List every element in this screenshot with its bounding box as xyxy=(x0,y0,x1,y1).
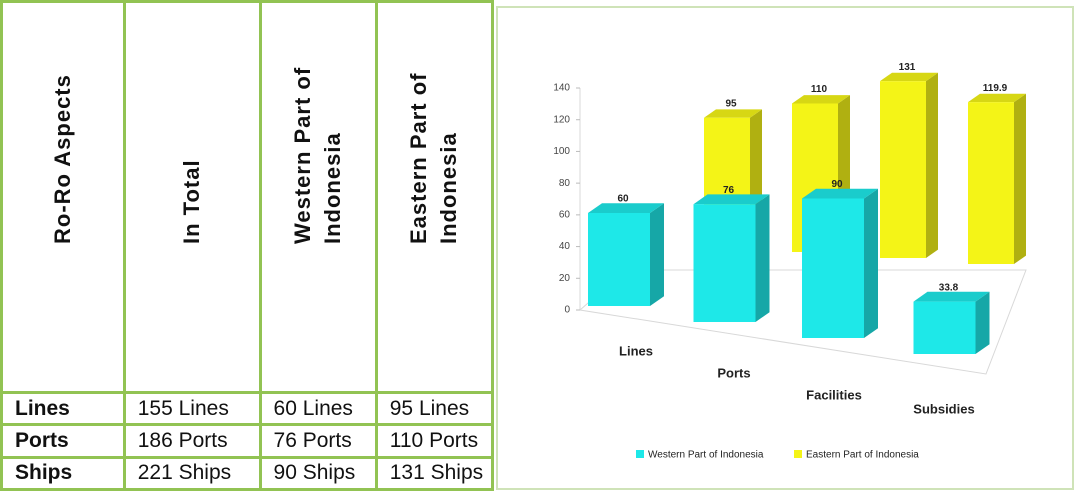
y-tick-label: 40 xyxy=(559,241,571,252)
legend-swatch xyxy=(794,450,802,458)
y-tick-label: 0 xyxy=(564,305,570,316)
cell: Ships xyxy=(0,455,126,491)
row: Ports 186 Ports 76 Ports 110 Ports xyxy=(0,423,495,459)
legend-label: Eastern Part of Indonesia xyxy=(806,450,919,461)
y-tick-label: 60 xyxy=(559,209,571,220)
bar-top xyxy=(880,72,938,82)
header-text: Eastern Part of Indonesia xyxy=(406,72,462,245)
header-cell: Ro-Ro Aspects xyxy=(0,0,126,394)
x-tick-label: Lines xyxy=(619,343,653,358)
header-cell: Western Part of Indonesia xyxy=(258,0,378,394)
bar-top xyxy=(693,194,770,205)
header-cell: In Total xyxy=(122,0,262,394)
value-label: 33.8 xyxy=(939,282,959,293)
header-cell: Eastern Part of Indonesia xyxy=(374,0,495,394)
value-label: 131 xyxy=(899,62,916,73)
cell: 90 Ships xyxy=(258,455,378,491)
legend-label: Western Part of Indonesia xyxy=(648,450,764,461)
bar xyxy=(693,204,756,322)
x-tick-label: Subsidies xyxy=(913,401,974,416)
legend-swatch xyxy=(636,450,644,458)
bar xyxy=(802,198,864,338)
bar-top xyxy=(802,188,878,199)
header-text: Ro-Ro Aspects xyxy=(49,74,75,244)
header-text: Western Part of Indonesia xyxy=(290,66,346,244)
data-table: Ro-Ro Aspects In Total Western Part of I… xyxy=(0,0,495,491)
bar xyxy=(880,81,926,259)
bar-top xyxy=(704,109,762,118)
cell: 186 Ports xyxy=(122,423,262,459)
cell: 110 Ports xyxy=(374,423,495,459)
value-label: 110 xyxy=(811,84,828,95)
bar xyxy=(588,213,650,306)
value-label: 60 xyxy=(617,194,629,205)
bar-top xyxy=(913,291,990,302)
value-label: 119.9 xyxy=(983,83,1008,94)
cell: 76 Ports xyxy=(258,423,378,459)
header-row: Ro-Ro Aspects In Total Western Part of I… xyxy=(0,0,495,394)
cell: 131 Ships xyxy=(374,455,495,491)
y-tick-label: 140 xyxy=(553,83,570,94)
cell: 221 Ships xyxy=(122,455,262,491)
bar-side xyxy=(864,188,878,338)
x-tick-label: Facilities xyxy=(806,387,862,402)
bar-side xyxy=(975,291,990,354)
bar-top xyxy=(588,203,664,213)
bar-side xyxy=(755,194,770,322)
bar-side xyxy=(926,72,938,258)
chart: 0 20 40 60 80 100 120 140 95 110 131 119.9 60 76 90 33.… xyxy=(496,6,1074,490)
bar-top xyxy=(792,95,850,104)
cell: 155 Lines xyxy=(122,390,262,427)
cell: 60 Lines xyxy=(258,390,378,427)
y-tick-label: 20 xyxy=(559,273,571,284)
value-label: 95 xyxy=(725,98,737,109)
y-tick-label: 120 xyxy=(553,114,570,125)
bar-top xyxy=(968,93,1026,103)
bar-side xyxy=(650,203,664,306)
value-label: 90 xyxy=(831,179,843,190)
cell: 95 Lines xyxy=(374,390,495,427)
value-label: 76 xyxy=(723,185,735,196)
header-text: In Total xyxy=(179,159,205,244)
bar xyxy=(913,301,976,354)
y-tick-label: 80 xyxy=(559,178,571,189)
row: Lines 155 Lines 60 Lines 95 Lines xyxy=(0,390,495,427)
x-tick-label: Ports xyxy=(717,365,750,380)
cell: Lines xyxy=(0,390,126,427)
y-tick-label: 100 xyxy=(553,146,570,157)
bar-side xyxy=(1014,93,1026,264)
cell: Ports xyxy=(0,423,126,459)
bar xyxy=(968,102,1014,264)
row: Ships 221 Ships 90 Ships 131 Ships xyxy=(0,455,495,491)
